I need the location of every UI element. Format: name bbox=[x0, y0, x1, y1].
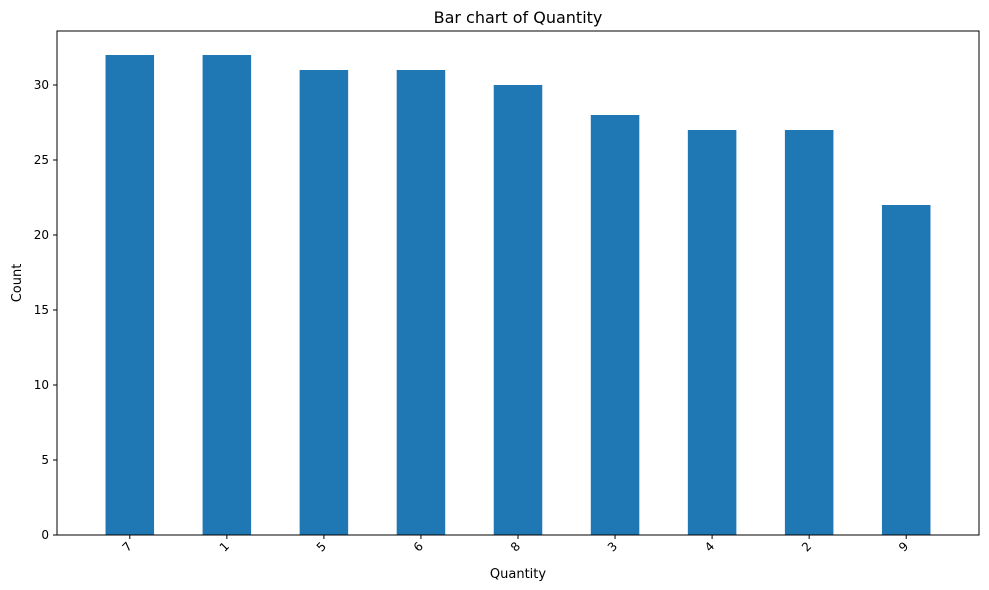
y-tick-label: 20 bbox=[34, 228, 49, 242]
x-tick-label: 1 bbox=[217, 539, 232, 554]
x-axis: 7 1 5 6 8 3 4 2 9 bbox=[120, 535, 911, 555]
x-tick-label: 3 bbox=[605, 539, 620, 554]
chart-title: Bar chart of Quantity bbox=[434, 8, 603, 27]
x-tick-label: 9 bbox=[896, 539, 911, 554]
bar-2 bbox=[784, 130, 834, 535]
x-tick-label: 6 bbox=[411, 539, 426, 554]
bar-8 bbox=[493, 85, 543, 535]
x-tick-label: 5 bbox=[314, 539, 329, 554]
x-tick-label: 7 bbox=[120, 539, 135, 554]
x-axis-label: Quantity bbox=[490, 567, 546, 582]
y-tick-label: 30 bbox=[34, 78, 49, 92]
y-tick-label: 0 bbox=[41, 528, 49, 542]
x-tick-label: 4 bbox=[702, 539, 717, 554]
x-tick-label: 2 bbox=[799, 539, 814, 554]
y-axis: 0 5 10 15 20 25 30 bbox=[34, 78, 57, 542]
y-tick-label: 25 bbox=[34, 153, 49, 167]
bar-3 bbox=[590, 115, 640, 535]
bar-1 bbox=[202, 55, 252, 535]
bars-group bbox=[105, 55, 931, 535]
y-tick-label: 10 bbox=[34, 378, 49, 392]
bar-5 bbox=[299, 70, 349, 535]
y-tick-label: 15 bbox=[34, 303, 49, 317]
y-tick-label: 5 bbox=[41, 453, 49, 467]
bar-6 bbox=[396, 70, 446, 535]
x-tick-label: 8 bbox=[508, 539, 523, 554]
bar-7 bbox=[105, 55, 155, 535]
y-axis-label: Count bbox=[10, 264, 25, 303]
bar-9 bbox=[881, 205, 931, 535]
plot-frame bbox=[56, 30, 980, 536]
bar-4 bbox=[687, 130, 737, 535]
